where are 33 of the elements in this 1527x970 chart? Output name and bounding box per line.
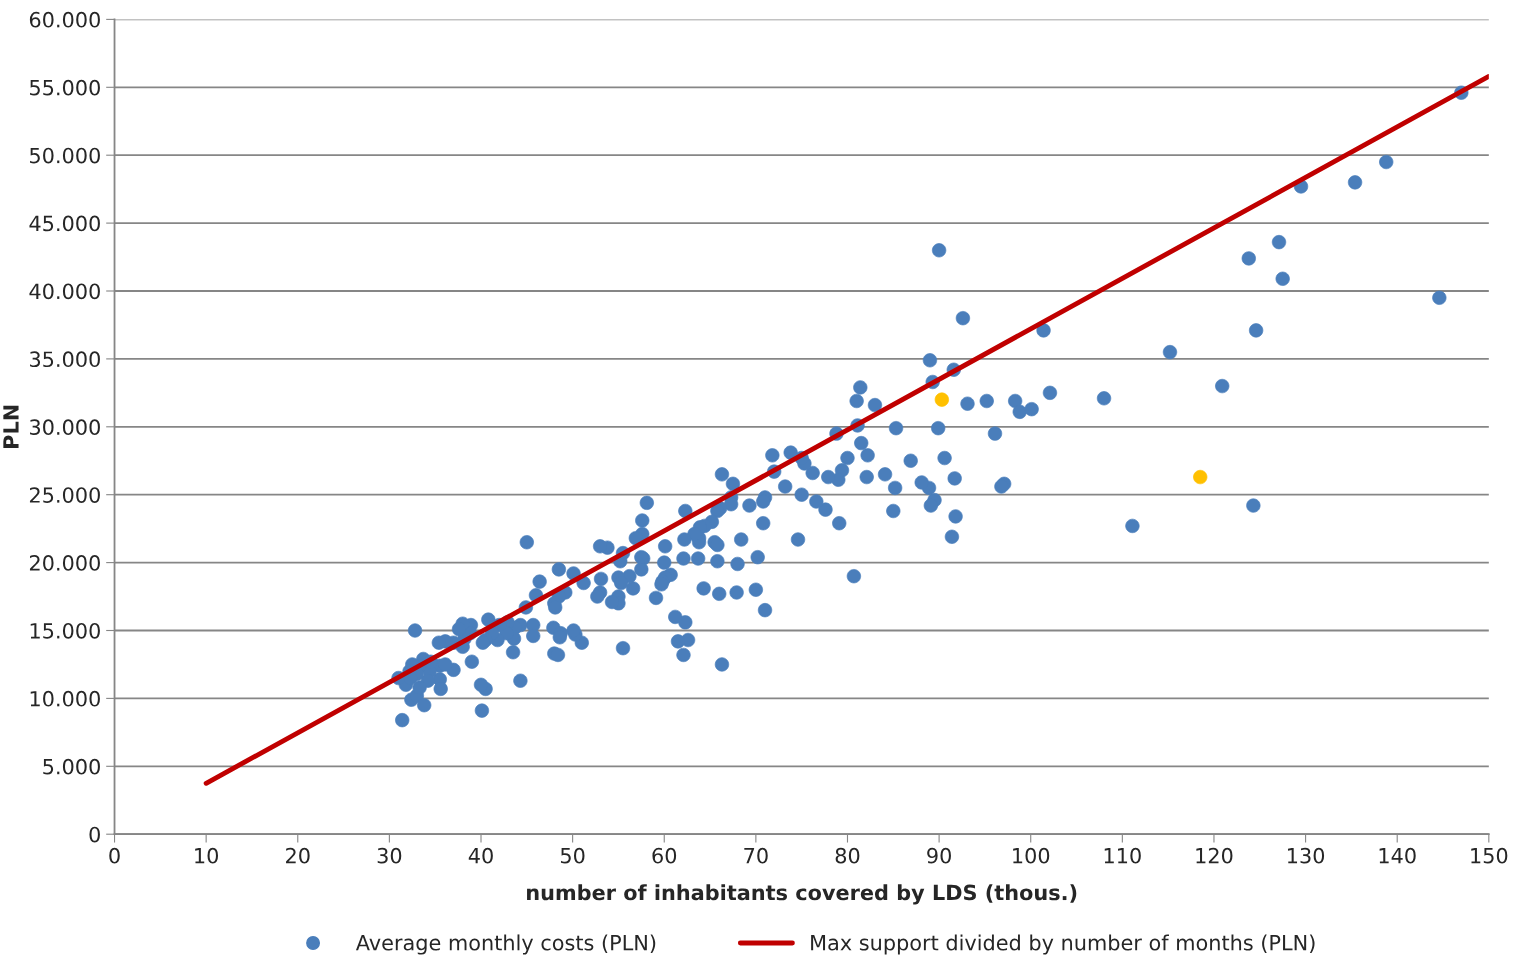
y-tick-label: 0 — [89, 826, 100, 843]
x-tick-label: 140 — [1379, 847, 1416, 864]
x-axis-title: number of inhabitants covered by LDS (thous.) — [527, 884, 1077, 905]
x-tick-label: 120 — [1196, 847, 1233, 864]
y-tick-label: 25.000 — [29, 487, 100, 503]
x-tick-label: 80 — [835, 847, 860, 864]
y-tick-label: 10.000 — [30, 690, 100, 707]
y-tick-label: 20.000 — [29, 555, 100, 571]
y-tick-label: 60.000 — [29, 11, 100, 28]
x-tick-label: 90 — [927, 847, 951, 864]
x-tick-label: 70 — [744, 847, 768, 864]
x-tick-label: 30 — [377, 847, 402, 864]
x-tick-label: 110 — [1104, 847, 1141, 864]
y-tick-label: 50.000 — [30, 147, 100, 164]
x-tick-label: 10 — [195, 847, 219, 864]
y-axis-title: PLN — [3, 405, 19, 448]
y-tick-label: 40.000 — [29, 283, 100, 300]
x-tick-label: 130 — [1287, 847, 1325, 864]
y-tick-label: 30.000 — [30, 419, 100, 436]
legend-label: Average monthly costs (PLN) — [355, 934, 656, 955]
x-tick-label: 40 — [468, 847, 493, 864]
y-tick-label: 15.000 — [30, 622, 100, 639]
x-tick-label: 150 — [1471, 847, 1508, 864]
x-tick-label: 50 — [560, 847, 585, 864]
x-tick-label: 0 — [109, 847, 120, 864]
y-tick-label: 35.000 — [30, 351, 100, 368]
x-tick-label: 100 — [1013, 847, 1050, 864]
y-tick-label: 5.000 — [43, 758, 100, 775]
y-tick-label: 45.000 — [29, 215, 100, 232]
x-tick-label: 20 — [286, 847, 310, 864]
y-tick-label: 55.000 — [30, 79, 100, 96]
legend-label: Max support divided by number of months (PLN) — [811, 934, 1315, 955]
x-tick-label: 60 — [652, 847, 677, 864]
